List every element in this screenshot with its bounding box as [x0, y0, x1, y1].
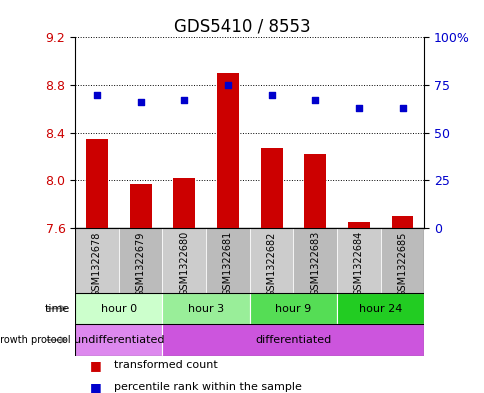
Text: ■: ■ — [90, 359, 101, 372]
Bar — [293, 228, 336, 293]
Bar — [162, 228, 206, 293]
Point — [136, 99, 144, 105]
Text: transformed count: transformed count — [114, 360, 217, 371]
Text: GDS5410 / 8553: GDS5410 / 8553 — [174, 18, 310, 36]
Point — [180, 97, 188, 103]
Text: growth protocol: growth protocol — [0, 335, 70, 345]
Bar — [75, 293, 162, 324]
Point — [398, 105, 406, 111]
Bar — [129, 184, 151, 228]
Point — [311, 97, 318, 103]
Text: GSM1322681: GSM1322681 — [223, 231, 232, 296]
Point — [93, 91, 101, 97]
Text: GSM1322683: GSM1322683 — [310, 231, 319, 296]
Point — [224, 82, 231, 88]
Text: GSM1322682: GSM1322682 — [266, 231, 276, 297]
Text: hour 9: hour 9 — [275, 303, 311, 314]
Bar — [336, 293, 424, 324]
Bar — [249, 228, 293, 293]
Text: hour 0: hour 0 — [101, 303, 136, 314]
Text: hour 24: hour 24 — [358, 303, 402, 314]
Bar — [75, 324, 162, 356]
Text: GSM1322678: GSM1322678 — [92, 231, 102, 297]
Bar — [380, 228, 424, 293]
Bar — [216, 73, 238, 228]
Text: percentile rank within the sample: percentile rank within the sample — [114, 382, 301, 392]
Bar — [303, 154, 325, 228]
Point — [267, 91, 275, 97]
Text: GSM1322680: GSM1322680 — [179, 231, 189, 296]
Text: differentiated: differentiated — [255, 335, 331, 345]
Text: GSM1322684: GSM1322684 — [353, 231, 363, 296]
Text: hour 3: hour 3 — [188, 303, 224, 314]
Text: ■: ■ — [90, 380, 101, 393]
Text: time: time — [45, 303, 70, 314]
Bar — [119, 228, 162, 293]
Bar — [75, 228, 119, 293]
Bar — [249, 293, 336, 324]
Point — [354, 105, 362, 111]
Text: GSM1322685: GSM1322685 — [397, 231, 407, 297]
Bar — [86, 139, 107, 228]
Bar — [260, 148, 282, 228]
Text: GSM1322679: GSM1322679 — [136, 231, 145, 297]
Bar — [162, 324, 424, 356]
Bar — [336, 228, 380, 293]
Text: undifferentiated: undifferentiated — [74, 335, 164, 345]
Bar — [162, 293, 249, 324]
Bar — [173, 178, 195, 228]
Bar — [206, 228, 249, 293]
Bar — [347, 222, 369, 228]
Bar — [391, 216, 412, 228]
